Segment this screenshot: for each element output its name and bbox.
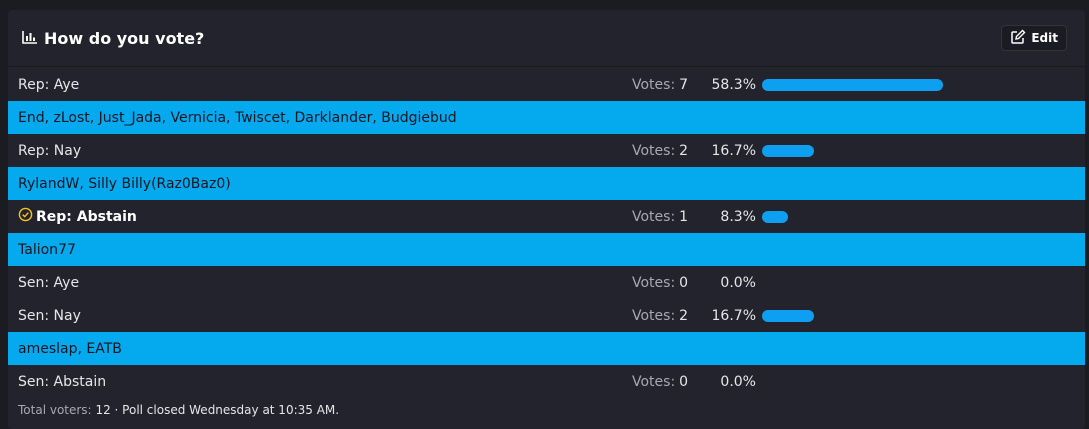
vote-percent: 0.0% bbox=[720, 274, 756, 291]
poll-option-text: Sen: Aye bbox=[18, 274, 80, 291]
votes-label: Votes: bbox=[632, 76, 676, 93]
votes-number: 7 bbox=[679, 76, 689, 93]
vote-percent: 8.3% bbox=[720, 208, 756, 225]
vote-bar bbox=[762, 78, 943, 91]
votes-number: 2 bbox=[679, 307, 689, 324]
total-voters-label: Total voters: bbox=[18, 403, 92, 417]
poll-option-text: Sen: Nay bbox=[18, 307, 81, 324]
poll-option-row: Rep: Aye Votes: 7 58.3% bbox=[8, 68, 1085, 101]
vote-percent: 16.7% bbox=[711, 142, 756, 159]
poll-option-label: Sen: Aye bbox=[18, 275, 79, 291]
vote-percent: 16.7% bbox=[711, 307, 756, 324]
poll-option-row: Rep: Abstain Votes: 1 8.3% bbox=[8, 200, 1085, 233]
poll-option-row: Sen: Aye Votes: 0 0.0% bbox=[8, 266, 1085, 299]
vote-bar bbox=[762, 309, 814, 322]
poll-option-label: Rep: Abstain bbox=[18, 207, 137, 226]
votes-label: Votes: bbox=[632, 307, 676, 324]
poll-option-text: Rep: Aye bbox=[18, 76, 80, 93]
poll-option-label: Rep: Nay bbox=[18, 143, 81, 159]
voter-list: ameslap, EATB bbox=[8, 332, 1085, 365]
poll-option-text: Rep: Nay bbox=[18, 142, 82, 159]
bar-chart-icon bbox=[22, 29, 38, 48]
vote-bar bbox=[762, 144, 814, 157]
poll-footer: Total voters: 12 · Poll closed Wednesday… bbox=[18, 403, 339, 417]
votes-number: 2 bbox=[679, 142, 689, 159]
poll-option-text: Rep: Abstain bbox=[36, 208, 137, 225]
poll-option-row: Sen: Nay Votes: 2 16.7% bbox=[8, 299, 1085, 332]
vote-count: Votes: 0 bbox=[632, 374, 688, 390]
vote-percent: 58.3% bbox=[711, 76, 756, 93]
poll-option-text: Sen: Abstain bbox=[18, 373, 107, 390]
poll-option-label: Rep: Aye bbox=[18, 77, 79, 93]
poll-option-label: Sen: Abstain bbox=[18, 374, 106, 390]
voter-list: RylandW, Silly Billy(Raz0Baz0) bbox=[8, 167, 1085, 200]
votes-label: Votes: bbox=[632, 208, 676, 225]
poll-title: How do you vote? bbox=[44, 28, 205, 48]
votes-label: Votes: bbox=[632, 274, 676, 291]
votes-label: Votes: bbox=[632, 373, 676, 390]
poll-header: How do you vote? Edit bbox=[8, 10, 1085, 67]
vote-count: Votes: 0 bbox=[632, 275, 688, 291]
check-circle-icon bbox=[18, 207, 33, 226]
edit-label: Edit bbox=[1031, 31, 1058, 45]
vote-count: Votes: 1 bbox=[632, 209, 688, 225]
vote-percent: 0.0% bbox=[720, 373, 756, 390]
poll-option-row: Sen: Abstain Votes: 0 0.0% bbox=[8, 365, 1085, 398]
poll-closed-text: · Poll closed Wednesday at 10:35 AM. bbox=[114, 403, 340, 417]
votes-number: 0 bbox=[679, 373, 689, 390]
edit-icon bbox=[1010, 29, 1026, 48]
voter-list: Talion77 bbox=[8, 233, 1085, 266]
vote-bar bbox=[762, 210, 788, 223]
total-voters-count: 12 bbox=[95, 403, 111, 417]
poll-results: Rep: Aye Votes: 7 58.3% End, zLost, Just_Jad… bbox=[8, 68, 1085, 398]
vote-count: Votes: 2 bbox=[632, 308, 688, 324]
edit-button[interactable]: Edit bbox=[1001, 25, 1067, 51]
voter-list: End, zLost, Just_Jada, Vernicia, Twiscet… bbox=[8, 101, 1085, 134]
votes-number: 0 bbox=[679, 274, 689, 291]
poll-panel: How do you vote? Edit Rep: Aye Votes: 7 58.… bbox=[8, 10, 1085, 429]
vote-count: Votes: 2 bbox=[632, 143, 688, 159]
votes-number: 1 bbox=[679, 208, 689, 225]
poll-option-label: Sen: Nay bbox=[18, 308, 81, 324]
poll-option-row: Rep: Nay Votes: 2 16.7% bbox=[8, 134, 1085, 167]
votes-label: Votes: bbox=[632, 142, 676, 159]
vote-count: Votes: 7 bbox=[632, 77, 688, 93]
